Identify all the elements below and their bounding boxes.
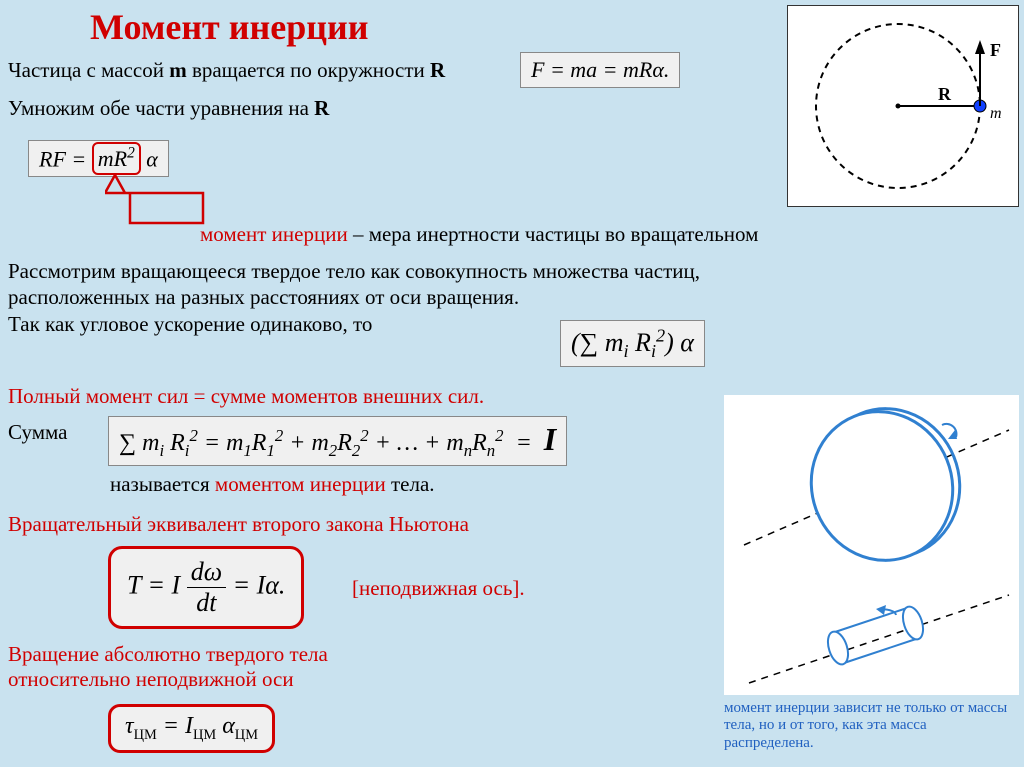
T-eq: T = I [127,570,187,599]
text: ∑ mi Ri2 = m1R12 + m2R22 + … + mnRn2 = I [119,430,556,456]
denominator: dt [187,588,226,618]
post: тела. [386,472,435,496]
mid2: α [216,713,235,739]
sub: ЦМ [134,727,157,743]
page-title: Момент инерции [90,6,368,48]
R-label: R [938,84,952,104]
F-label: F [990,40,1001,60]
formula-sum-alpha: (∑ mi Ri2) α [560,320,705,367]
fraction: dωdt [187,557,226,618]
called-line: называется моментом инерции тела. [110,472,435,497]
sub2: ЦМ [193,727,216,743]
tail: = Iα. [226,570,285,599]
boxed-mr2: mR2 [92,142,141,175]
absolute-body-line: Вращение абсолютно твердого тела относит… [8,642,328,692]
numerator: dω [187,557,226,588]
formula-sum-expansion: ∑ mi Ri2 = m1R12 + m2R22 + … + mnRn2 = I [108,416,567,466]
intro-line-1: Частица с массой m вращается по окружнос… [8,58,445,83]
intro-line-2: Умножим обе части уравнения на R [8,96,329,121]
sum-label: Сумма [8,420,67,445]
tau: τ [125,713,134,739]
formula-newton-circular: F = ma = mRα. [520,52,680,88]
term-moment-inertia: момент инерции [200,222,348,246]
definition-line: момент инерции – мера инертности частицы… [200,222,758,247]
newton-equivalent-line: Вращательный эквивалент второго закона Н… [8,512,469,537]
diagram-caption: момент инерции зависит не только от масс… [724,700,1019,752]
tail: α [141,146,158,171]
var-R: R [314,96,329,120]
mid: = I [157,713,193,739]
text: Умножим обе части уравнения на [8,96,314,120]
text: (∑ mi Ri2) α [571,328,694,357]
pre: называется [110,472,215,496]
var-R: R [430,58,445,82]
var-m: m [169,58,187,82]
text: mR [98,146,127,171]
formula-rf: RF = mR2 α [28,140,169,177]
callout-bubble [105,175,205,231]
lhs: RF = [39,146,92,171]
torque-equality-line: Полный момент сил = сумме моментов внешн… [8,384,484,409]
formula-T-Ialpha: T = I dωdt = Iα. [108,546,304,629]
formula-tau-cm: τЦМ = IЦМ αЦМ [108,704,275,753]
body-diagram [724,395,1019,695]
term: моментом инерции [215,472,386,496]
text: вращается по окружности [187,58,430,82]
def-rest: – мера инертности частицы во вращательно… [348,222,759,246]
sup: 2 [127,145,135,162]
fixed-axis-note: [неподвижная ось]. [352,576,525,601]
sub3: ЦМ [235,727,258,743]
m-label: m [990,105,1002,122]
circle-diagram: R F m [787,5,1019,207]
text: Частица с массой [8,58,169,82]
